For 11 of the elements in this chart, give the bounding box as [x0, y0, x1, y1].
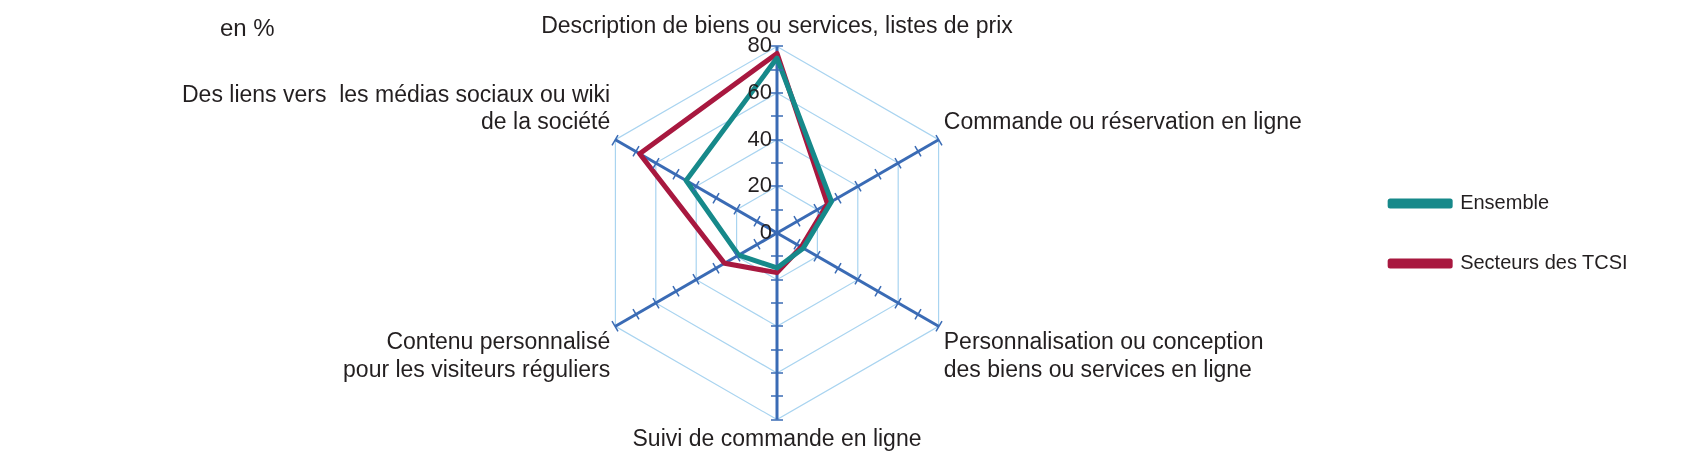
legend-label: Secteurs des TCSI: [1460, 251, 1628, 274]
spoke-label: Personnalisation ou conception des biens ou services en ligne: [943, 328, 1264, 383]
spoke-label: Commande ou réservation en ligne: [943, 108, 1302, 135]
y-tick-label: 0: [759, 219, 772, 245]
spoke-label: Contenu personnalisé pour les visiteurs réguliers: [343, 328, 611, 383]
legend-label: Ensemble: [1460, 191, 1550, 214]
y-tick-label: 20: [747, 172, 772, 198]
spoke-label: Suivi de commande en ligne: [632, 424, 922, 451]
text: en %: [220, 14, 275, 42]
y-tick-label: 40: [747, 125, 772, 151]
spoke-label: Des liens vers les médias sociaux ou wiki de la société: [182, 80, 611, 135]
